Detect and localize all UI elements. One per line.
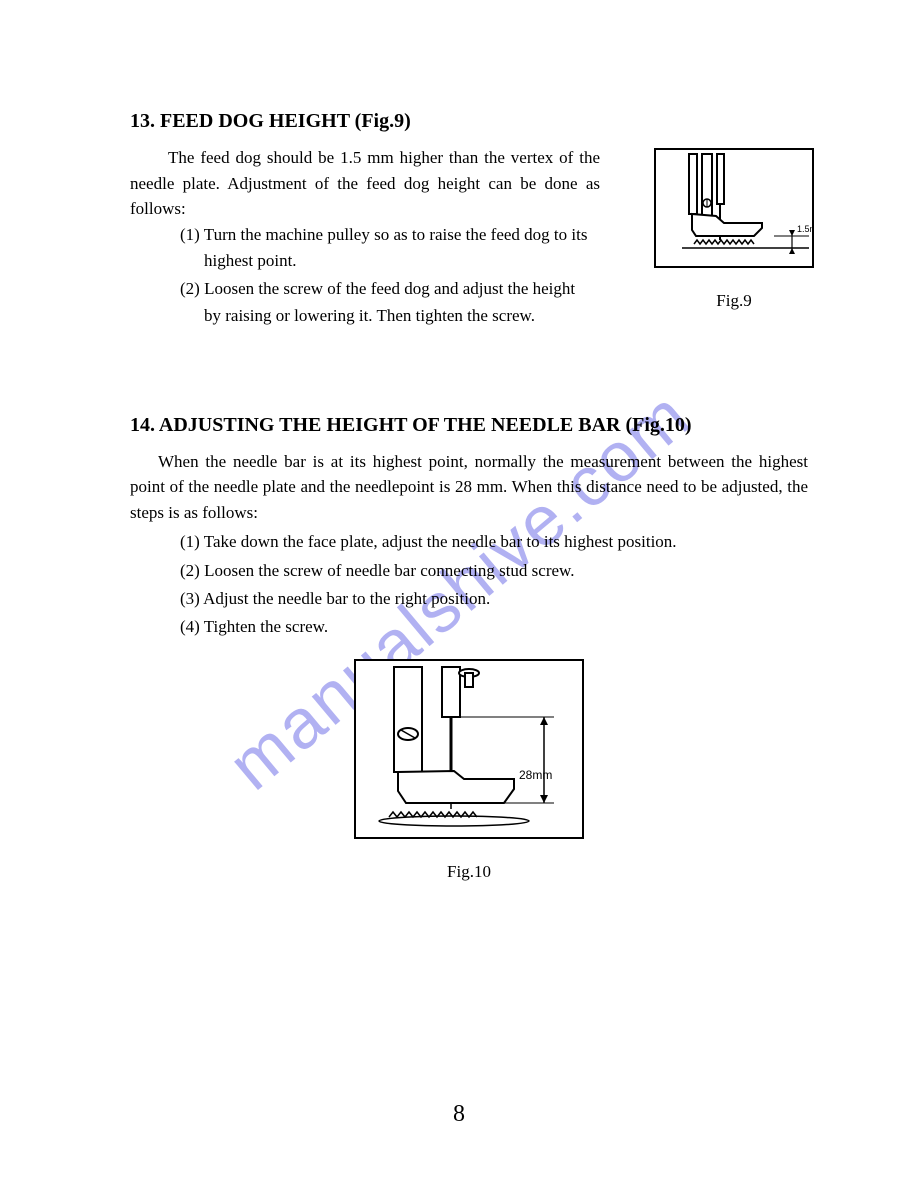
- fig9-dimension-label: 1.5mm: [797, 224, 814, 234]
- section-13-title: 13. FEED DOG HEIGHT (Fig.9): [130, 110, 808, 133]
- section-13: 13. FEED DOG HEIGHT (Fig.9) The feed dog…: [130, 110, 808, 329]
- section-14-intro: When the needle bar is at its highest po…: [130, 449, 808, 526]
- list-marker: (2): [180, 279, 200, 298]
- figure-10-svg: 28mm: [354, 659, 584, 849]
- list-text: Loosen the screw of the feed dog and adj…: [204, 279, 575, 298]
- section-13-list: (1) Turn the machine pulley so as to rai…: [180, 222, 600, 329]
- section-14-list: (1) Take down the face plate, adjust the…: [180, 529, 808, 640]
- section-14-item-2: (2) Loosen the screw of needle bar conne…: [180, 558, 808, 584]
- section-14: 14. ADJUSTING THE HEIGHT OF THE NEEDLE B…: [130, 414, 808, 882]
- section-14-item-1: (1) Take down the face plate, adjust the…: [180, 529, 808, 555]
- figure-9: 1.5mm Fig.9: [654, 148, 814, 311]
- figure-10-caption: Fig.10: [354, 862, 584, 882]
- list-text-line2: by raising or lowering it. Then tighten …: [204, 303, 600, 329]
- page-number: 8: [0, 1101, 918, 1128]
- section-14-item-4: (4) Tighten the screw.: [180, 614, 808, 640]
- list-text: Turn the machine pulley so as to raise t…: [204, 225, 588, 244]
- section-13-item-1: (1) Turn the machine pulley so as to rai…: [180, 222, 600, 275]
- section-13-text-column: The feed dog should be 1.5 mm higher tha…: [130, 145, 600, 329]
- fig10-dimension-label: 28mm: [519, 768, 552, 782]
- figure-10: 28mm Fig.10: [354, 659, 584, 882]
- list-marker: (1): [180, 225, 200, 244]
- list-text-line2: highest point.: [204, 248, 600, 274]
- section-14-title: 14. ADJUSTING THE HEIGHT OF THE NEEDLE B…: [130, 414, 808, 437]
- section-14-item-3: (3) Adjust the needle bar to the right p…: [180, 586, 808, 612]
- figure-9-caption: Fig.9: [654, 291, 814, 311]
- page-content: 13. FEED DOG HEIGHT (Fig.9) The feed dog…: [0, 0, 918, 882]
- section-13-item-2: (2) Loosen the screw of the feed dog and…: [180, 276, 600, 329]
- figure-9-svg: 1.5mm: [654, 148, 814, 278]
- section-13-intro: The feed dog should be 1.5 mm higher tha…: [130, 145, 600, 222]
